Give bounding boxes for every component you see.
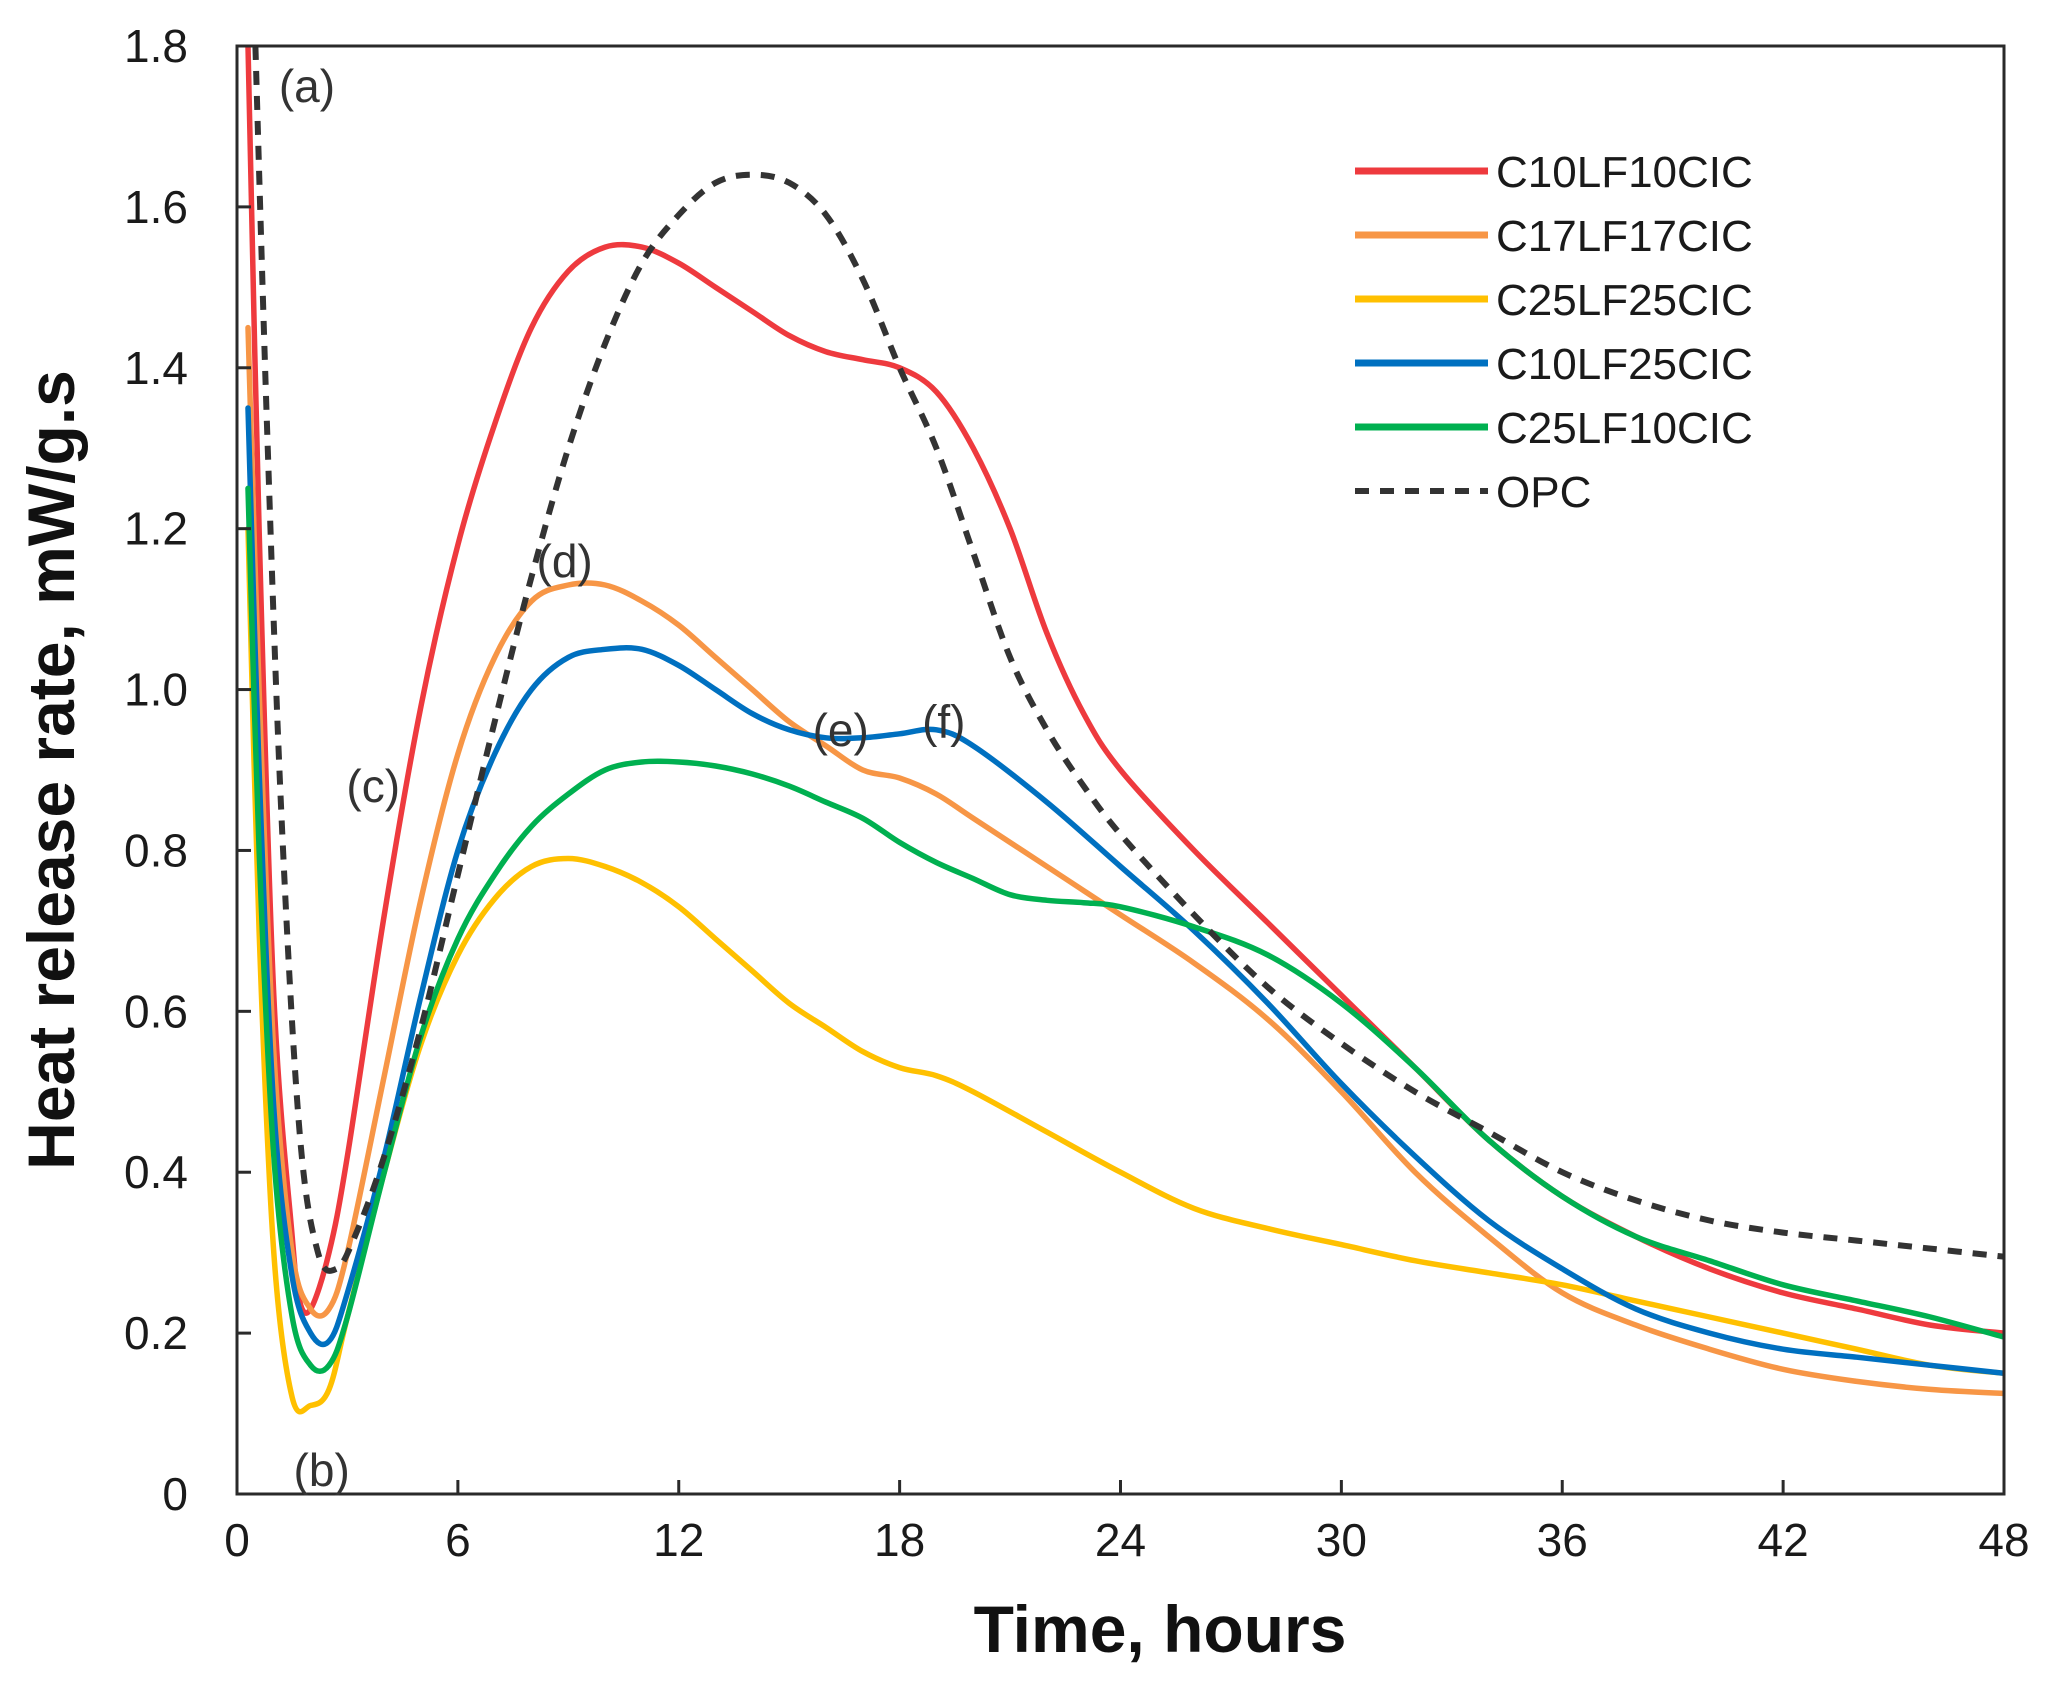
y-axis-tick-labels: 0 0.2 0.4 0.6 0.8 1.0 1.2 1.4 1.6 1.8 (124, 20, 188, 1520)
legend-label-opc: OPC (1496, 468, 1591, 517)
legend-label-c17lf17cic: C17LF17CIC (1496, 212, 1753, 261)
x-tick-label-6: 6 (445, 1514, 471, 1566)
x-tick-label-30: 30 (1316, 1514, 1367, 1566)
annotation-d: (d) (537, 535, 593, 587)
annotation-b: (b) (294, 1444, 350, 1496)
legend: C10LF10CIC C17LF17CIC C25LF25CIC C10LF25CIC… (1355, 148, 1753, 517)
x-tick-label-42: 42 (1758, 1514, 1809, 1566)
series-line-c17lf17cic (245, 324, 2004, 1397)
y-tick-label-1-8: 1.8 (124, 20, 188, 72)
annotation-f: (f) (922, 696, 965, 748)
series-line-c10lf25cic (245, 405, 2004, 1377)
y-axis-ticks (237, 44, 251, 1496)
y-tick-label-1-6: 1.6 (124, 181, 188, 233)
legend-label-c10lf10cic: C10LF10CIC (1496, 148, 1753, 197)
x-tick-label-12: 12 (653, 1514, 704, 1566)
y-tick-label-1: 1.0 (124, 664, 188, 716)
x-tick-label-36: 36 (1537, 1514, 1588, 1566)
y-tick-label-0-8: 0.8 (124, 824, 188, 876)
x-tick-label-48: 48 (1978, 1514, 2029, 1566)
x-axis-ticks (235, 1480, 2006, 1494)
y-tick-label-0-2: 0.2 (124, 1307, 188, 1359)
y-tick-label-0-6: 0.6 (124, 985, 188, 1037)
x-tick-label-0: 0 (224, 1514, 250, 1566)
annotation-c: (c) (346, 760, 400, 812)
legend-label-c25lf25cic: C25LF25CIC (1496, 276, 1753, 325)
series-line-c25lf10cic (245, 485, 2004, 1375)
series-layer (245, 46, 2004, 1415)
x-axis-title: Time, hours (974, 1592, 1347, 1666)
x-tick-label-18: 18 (874, 1514, 925, 1566)
legend-label-c10lf25cic: C10LF25CIC (1496, 340, 1753, 389)
annotations: (a) (b) (c) (d) (e) (f) (279, 60, 966, 1496)
x-axis-tick-labels: 0 6 12 18 24 30 36 42 48 (224, 1514, 2029, 1566)
series-line-c25lf25cic (245, 525, 2004, 1415)
y-axis-title: Heat release rate, mW/g.s (14, 370, 88, 1170)
legend-label-c25lf10cic: C25LF10CIC (1496, 404, 1753, 453)
plot-area (245, 46, 2004, 1415)
y-tick-label-0: 0 (162, 1468, 188, 1520)
annotation-e: (e) (813, 704, 869, 756)
y-tick-label-0-4: 0.4 (124, 1146, 188, 1198)
annotation-a: (a) (279, 60, 335, 112)
x-tick-label-24: 24 (1095, 1514, 1146, 1566)
y-tick-label-1-2: 1.2 (124, 503, 188, 555)
y-tick-label-1-4: 1.4 (124, 342, 188, 394)
